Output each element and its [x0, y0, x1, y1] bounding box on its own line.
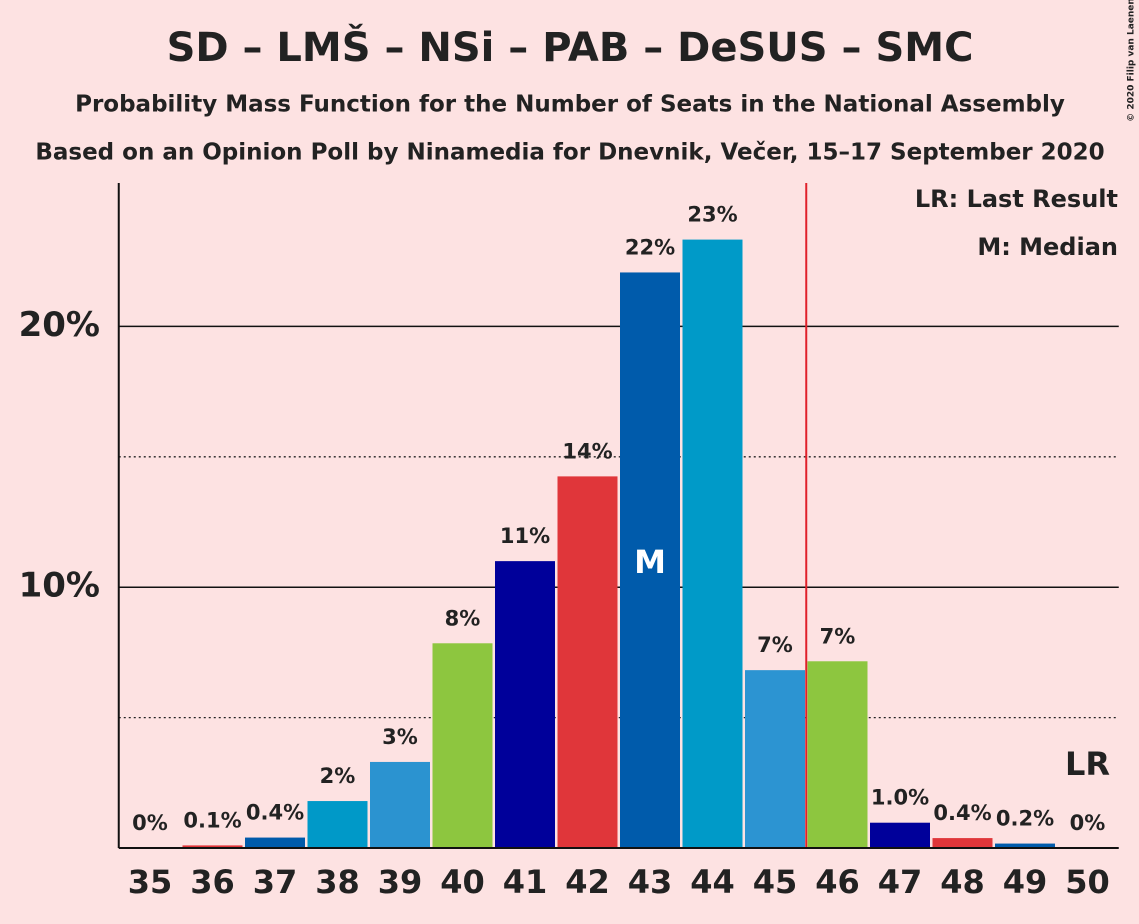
value-label: 23%: [687, 203, 737, 227]
value-label: 0.2%: [996, 807, 1054, 831]
y-tick-label: 20%: [19, 305, 100, 345]
median-label: M: [634, 543, 666, 581]
y-tick-label: 10%: [19, 566, 100, 606]
bar: [995, 843, 1055, 848]
value-label: 11%: [500, 524, 550, 548]
bar: [370, 761, 430, 848]
legend-entry: M: Median: [977, 233, 1118, 261]
source-note: Based on an Opinion Poll by Ninamedia fo…: [35, 140, 1104, 166]
bar: [245, 837, 305, 848]
x-tick-label: 40: [440, 863, 485, 901]
bar: [682, 239, 743, 848]
last-result-label: LR: [1065, 745, 1110, 783]
bar: [182, 845, 243, 848]
value-label: 14%: [562, 439, 612, 463]
value-label: 7%: [757, 633, 793, 657]
x-tick-label: 38: [315, 863, 360, 901]
x-tick-label: 44: [690, 863, 735, 901]
bar: [620, 272, 680, 849]
value-label: 0%: [1070, 811, 1106, 835]
bar: [432, 643, 493, 848]
x-tick-label: 37: [253, 863, 298, 901]
value-label: 0.1%: [183, 808, 241, 832]
bar: [932, 838, 993, 848]
x-tick-label: 49: [1003, 863, 1048, 901]
x-tick-label: 39: [378, 863, 423, 901]
x-tick-label: 43: [628, 863, 673, 901]
bar: [870, 822, 930, 848]
value-label: 8%: [445, 606, 481, 630]
x-tick-label: 48: [940, 863, 985, 901]
copyright: © 2020 Filip van Laenen: [1127, 0, 1137, 122]
value-label: 0%: [132, 811, 168, 835]
legend-entry: LR: Last Result: [915, 185, 1118, 213]
bar: [557, 476, 618, 848]
chart-title: SD – LMŠ – NSi – PAB – DeSUS – SMC: [167, 23, 974, 71]
x-tick-label: 35: [128, 863, 173, 901]
x-tick-label: 47: [878, 863, 923, 901]
value-label: 2%: [320, 764, 356, 788]
bar: [307, 801, 368, 848]
chart-subtitle: Probability Mass Function for the Number…: [75, 92, 1065, 118]
x-tick-label: 46: [815, 863, 860, 901]
x-tick-label: 50: [1065, 863, 1110, 901]
x-tick-label: 42: [565, 863, 610, 901]
bar: [495, 561, 555, 848]
value-label: 3%: [382, 725, 418, 749]
bar: [745, 670, 805, 848]
value-label: 7%: [820, 624, 856, 648]
value-label: 22%: [625, 235, 675, 259]
x-tick-label: 45: [753, 863, 798, 901]
value-label: 0.4%: [246, 801, 304, 825]
x-tick-label: 36: [190, 863, 235, 901]
x-tick-label: 41: [503, 863, 548, 901]
value-label: 1.0%: [871, 786, 929, 810]
value-label: 0.4%: [933, 801, 991, 825]
bar: [807, 661, 868, 848]
